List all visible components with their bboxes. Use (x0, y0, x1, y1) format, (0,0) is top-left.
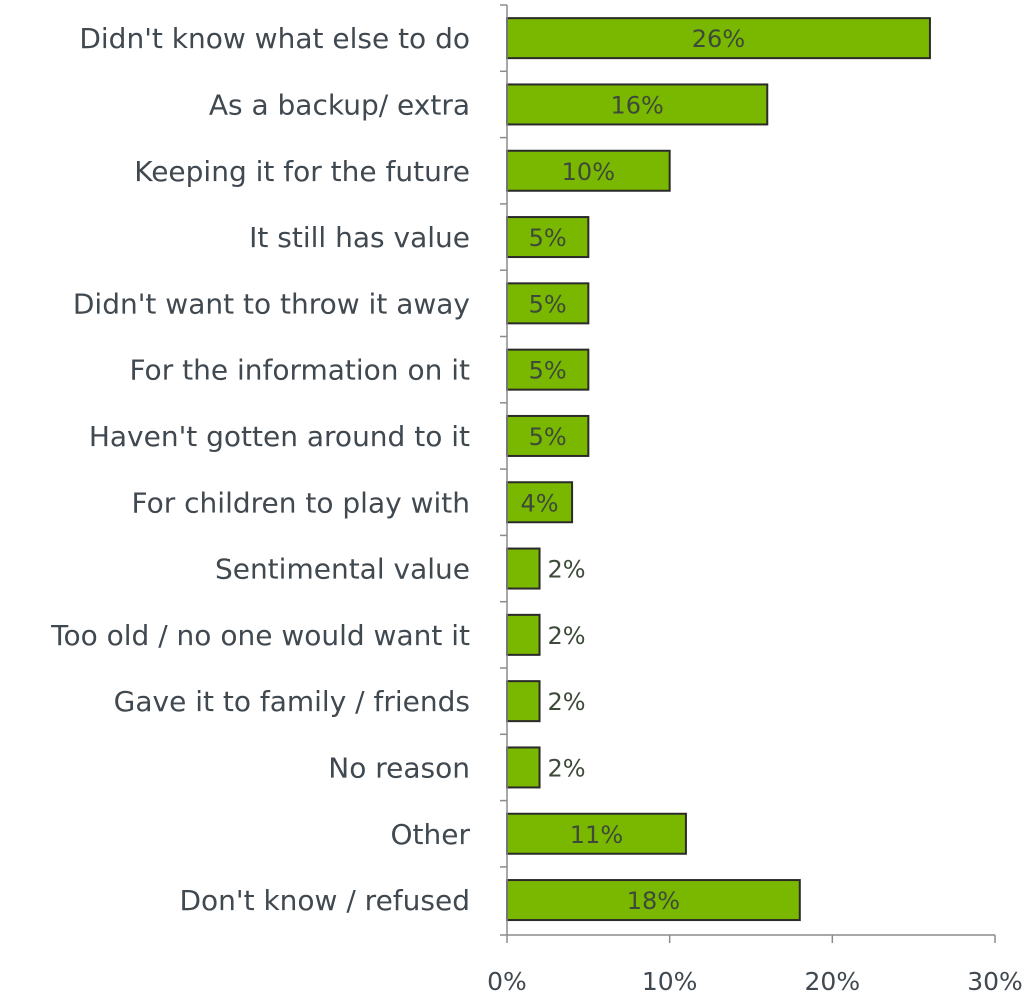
bar-2 (506, 149, 671, 192)
data-label-1: 16% (610, 91, 663, 119)
data-label-6: 5% (529, 423, 567, 451)
axes-layer: 0% 10% 20% 30% (487, 4, 1023, 996)
bars-layer: 26% 16% 10% 5% 5% 5% 5% 4% 2% 2% 2% 2% 11% 18% (506, 17, 931, 922)
bar-11 (506, 746, 541, 789)
data-label-5: 5% (529, 357, 567, 385)
data-label-9: 2% (548, 622, 586, 650)
data-label-2: 10% (562, 158, 615, 186)
bar-9 (506, 613, 541, 656)
category-label-1: As a backup/ extra (209, 88, 470, 121)
category-label-11: No reason (328, 751, 470, 784)
bar-3 (506, 216, 590, 259)
data-label-7: 4% (520, 489, 558, 517)
data-label-11: 2% (548, 754, 586, 782)
category-label-12: Other (390, 818, 470, 851)
x-tick-label-0: 0% (487, 967, 527, 996)
x-tick-label-2: 20% (805, 967, 861, 996)
category-label-2: Keeping it for the future (134, 155, 470, 188)
bar-6 (506, 414, 590, 457)
category-label-13: Don't know / refused (179, 884, 470, 917)
data-label-8: 2% (548, 556, 586, 584)
category-label-9: Too old / no one would want it (50, 619, 470, 652)
category-label-4: Didn't want to throw it away (73, 287, 470, 320)
data-label-4: 5% (529, 290, 567, 318)
data-label-13: 18% (627, 887, 680, 915)
category-label-0: Didn't know what else to do (79, 22, 470, 55)
data-label-3: 5% (529, 224, 567, 252)
data-label-0: 26% (692, 25, 745, 53)
bar-8 (506, 547, 541, 590)
bar-4 (506, 282, 590, 325)
category-label-6: Haven't gotten around to it (89, 420, 470, 453)
category-label-7: For children to play with (132, 486, 471, 519)
category-label-5: For the information on it (129, 354, 470, 387)
category-labels-layer: Didn't know what else to do As a backup/ … (50, 22, 470, 917)
bar-1 (506, 83, 769, 126)
category-label-10: Gave it to family / friends (114, 685, 470, 718)
bar-10 (506, 680, 541, 723)
x-tick-label-3: 30% (967, 967, 1023, 996)
data-label-12: 11% (570, 821, 623, 849)
category-label-8: Sentimental value (215, 553, 470, 586)
data-label-10: 2% (548, 688, 586, 716)
x-tick-label-1: 10% (642, 967, 698, 996)
category-label-3: It still has value (249, 221, 470, 254)
